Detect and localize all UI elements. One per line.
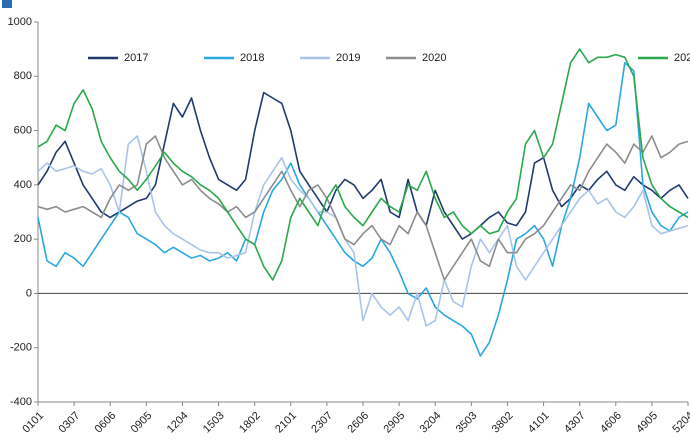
series-line	[37, 135, 689, 327]
legend-label: 2018	[240, 52, 264, 64]
legend-label: 2020	[422, 52, 446, 64]
y-tick-label: 600	[14, 124, 32, 136]
legend-label: 2019	[336, 52, 360, 64]
y-tick-label: -400	[10, 396, 32, 408]
y-tick-label: 1000	[8, 16, 32, 28]
legend-label: 2021	[674, 52, 690, 64]
title-icon	[2, 0, 12, 8]
legend: 2017 2018 2019 2020 2021	[88, 52, 690, 64]
y-tick-label: 0	[26, 287, 32, 299]
series-line	[37, 48, 689, 281]
series-line	[37, 61, 689, 357]
y-tick-label: 800	[14, 70, 32, 82]
series-line	[37, 91, 689, 240]
y-tick-label: -200	[10, 342, 32, 354]
series-line	[37, 135, 689, 281]
y-tick-label: 400	[14, 179, 32, 191]
plot	[37, 48, 689, 357]
legend-label: 2017	[124, 52, 148, 64]
y-tick-label: 200	[14, 233, 32, 245]
